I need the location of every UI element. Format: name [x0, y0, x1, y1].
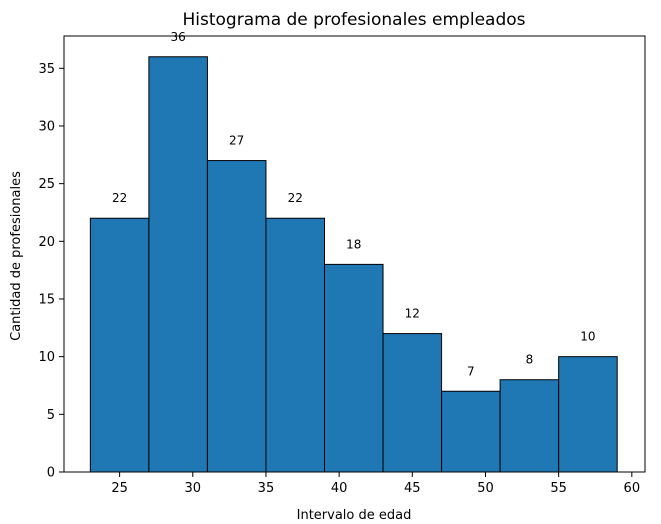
- y-tick-label: 10: [38, 350, 55, 365]
- y-axis-label: Cantidad de profesionales: [9, 171, 24, 341]
- bar-value-label: 18: [346, 237, 361, 251]
- histogram-bar: [206, 160, 267, 473]
- y-tick-label: 35: [38, 62, 55, 77]
- bar-value-label: 22: [112, 191, 127, 205]
- x-axis-ticks: 25 30 35 40 45 50 55 60: [111, 472, 640, 496]
- histogram-bar: [382, 333, 443, 473]
- y-tick-label: 20: [38, 235, 55, 250]
- bar-value-label: 12: [405, 307, 420, 321]
- bar-value-label: 36: [171, 30, 186, 44]
- bar-value-label: 27: [229, 134, 244, 148]
- bar-value-label: 10: [580, 330, 595, 344]
- x-tick-label: 50: [477, 481, 494, 496]
- histogram-bar: [441, 390, 501, 473]
- y-tick-label: 15: [38, 292, 55, 307]
- x-tick-label: 30: [185, 481, 202, 496]
- x-tick-label: 45: [404, 481, 421, 496]
- y-tick-label: 5: [47, 408, 55, 423]
- chart-title: Histograma de profesionales empleados: [183, 10, 526, 30]
- histogram-bar: [323, 263, 384, 473]
- y-tick-label: 30: [38, 119, 55, 134]
- bar-value-label: 22: [288, 191, 303, 205]
- x-tick-label: 40: [331, 481, 348, 496]
- y-tick-label: 0: [47, 466, 55, 481]
- histogram-bar: [89, 217, 150, 473]
- histogram-bar: [265, 217, 325, 473]
- histogram-bar: [499, 379, 560, 473]
- plot-area-frame: [63, 35, 646, 473]
- x-tick-label: 25: [111, 481, 128, 496]
- histogram-bar: [558, 356, 618, 473]
- bar-value-label: 7: [467, 364, 475, 378]
- x-tick-label: 55: [550, 481, 567, 496]
- bars-layer: [89, 56, 618, 473]
- x-tick-label: 60: [624, 481, 641, 496]
- histogram-bar: [148, 56, 208, 473]
- x-tick-label: 35: [258, 481, 275, 496]
- bar-value-label: 8: [526, 353, 534, 367]
- y-tick-label: 25: [38, 177, 55, 192]
- y-axis-ticks: 0 5 10 15 20 25 30 35: [38, 62, 64, 481]
- x-axis-label: Intervalo de edad: [297, 508, 412, 523]
- data-labels-layer: 22 36 27 22 18 12 7 8 10: [112, 30, 596, 378]
